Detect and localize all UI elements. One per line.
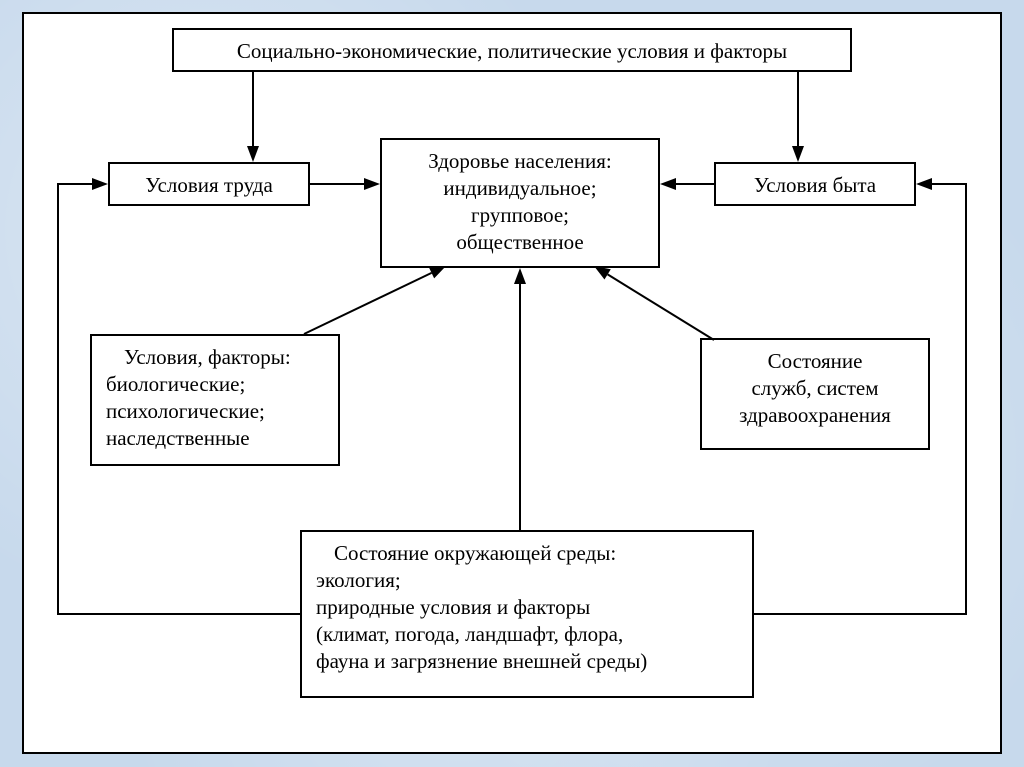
node-line: индивидуальное; bbox=[443, 176, 596, 200]
node-line: общественное bbox=[456, 230, 583, 254]
node-line: Условия, факторы: bbox=[106, 344, 324, 371]
node-line: служб, систем bbox=[751, 376, 878, 400]
node-line: Состояние окружающей среды: bbox=[316, 540, 738, 567]
node-population-health: Здоровье населения: индивидуальное; груп… bbox=[380, 138, 660, 268]
node-environment: Состояние окружающей среды: экология; пр… bbox=[300, 530, 754, 698]
node-line: (климат, погода, ландшафт, флора, bbox=[316, 621, 738, 648]
node-living-conditions: Условия быта bbox=[714, 162, 916, 206]
page-background: Социально-экономические, политические ус… bbox=[0, 0, 1024, 767]
node-healthcare-services: Состояние служб, систем здравоохранения bbox=[700, 338, 930, 450]
node-line: фауна и загрязнение внешней среды) bbox=[316, 648, 738, 675]
node-socio-economic: Социально-экономические, политические ус… bbox=[172, 28, 852, 72]
node-line: Здоровье населения: bbox=[428, 149, 611, 173]
node-text: Условия быта bbox=[754, 173, 876, 197]
node-text: Социально-экономические, политические ус… bbox=[237, 39, 787, 63]
node-labor-conditions: Условия труда bbox=[108, 162, 310, 206]
node-line: экология; bbox=[316, 567, 738, 594]
node-line: Состояние bbox=[768, 349, 863, 373]
node-line: здравоохранения bbox=[739, 403, 891, 427]
node-line: наследственные bbox=[106, 425, 324, 452]
node-line: природные условия и факторы bbox=[316, 594, 738, 621]
node-line: групповое; bbox=[471, 203, 569, 227]
node-text: Условия труда bbox=[145, 173, 273, 197]
node-line: психологические; bbox=[106, 398, 324, 425]
node-line: биологические; bbox=[106, 371, 324, 398]
node-biological-factors: Условия, факторы: биологические; психоло… bbox=[90, 334, 340, 466]
